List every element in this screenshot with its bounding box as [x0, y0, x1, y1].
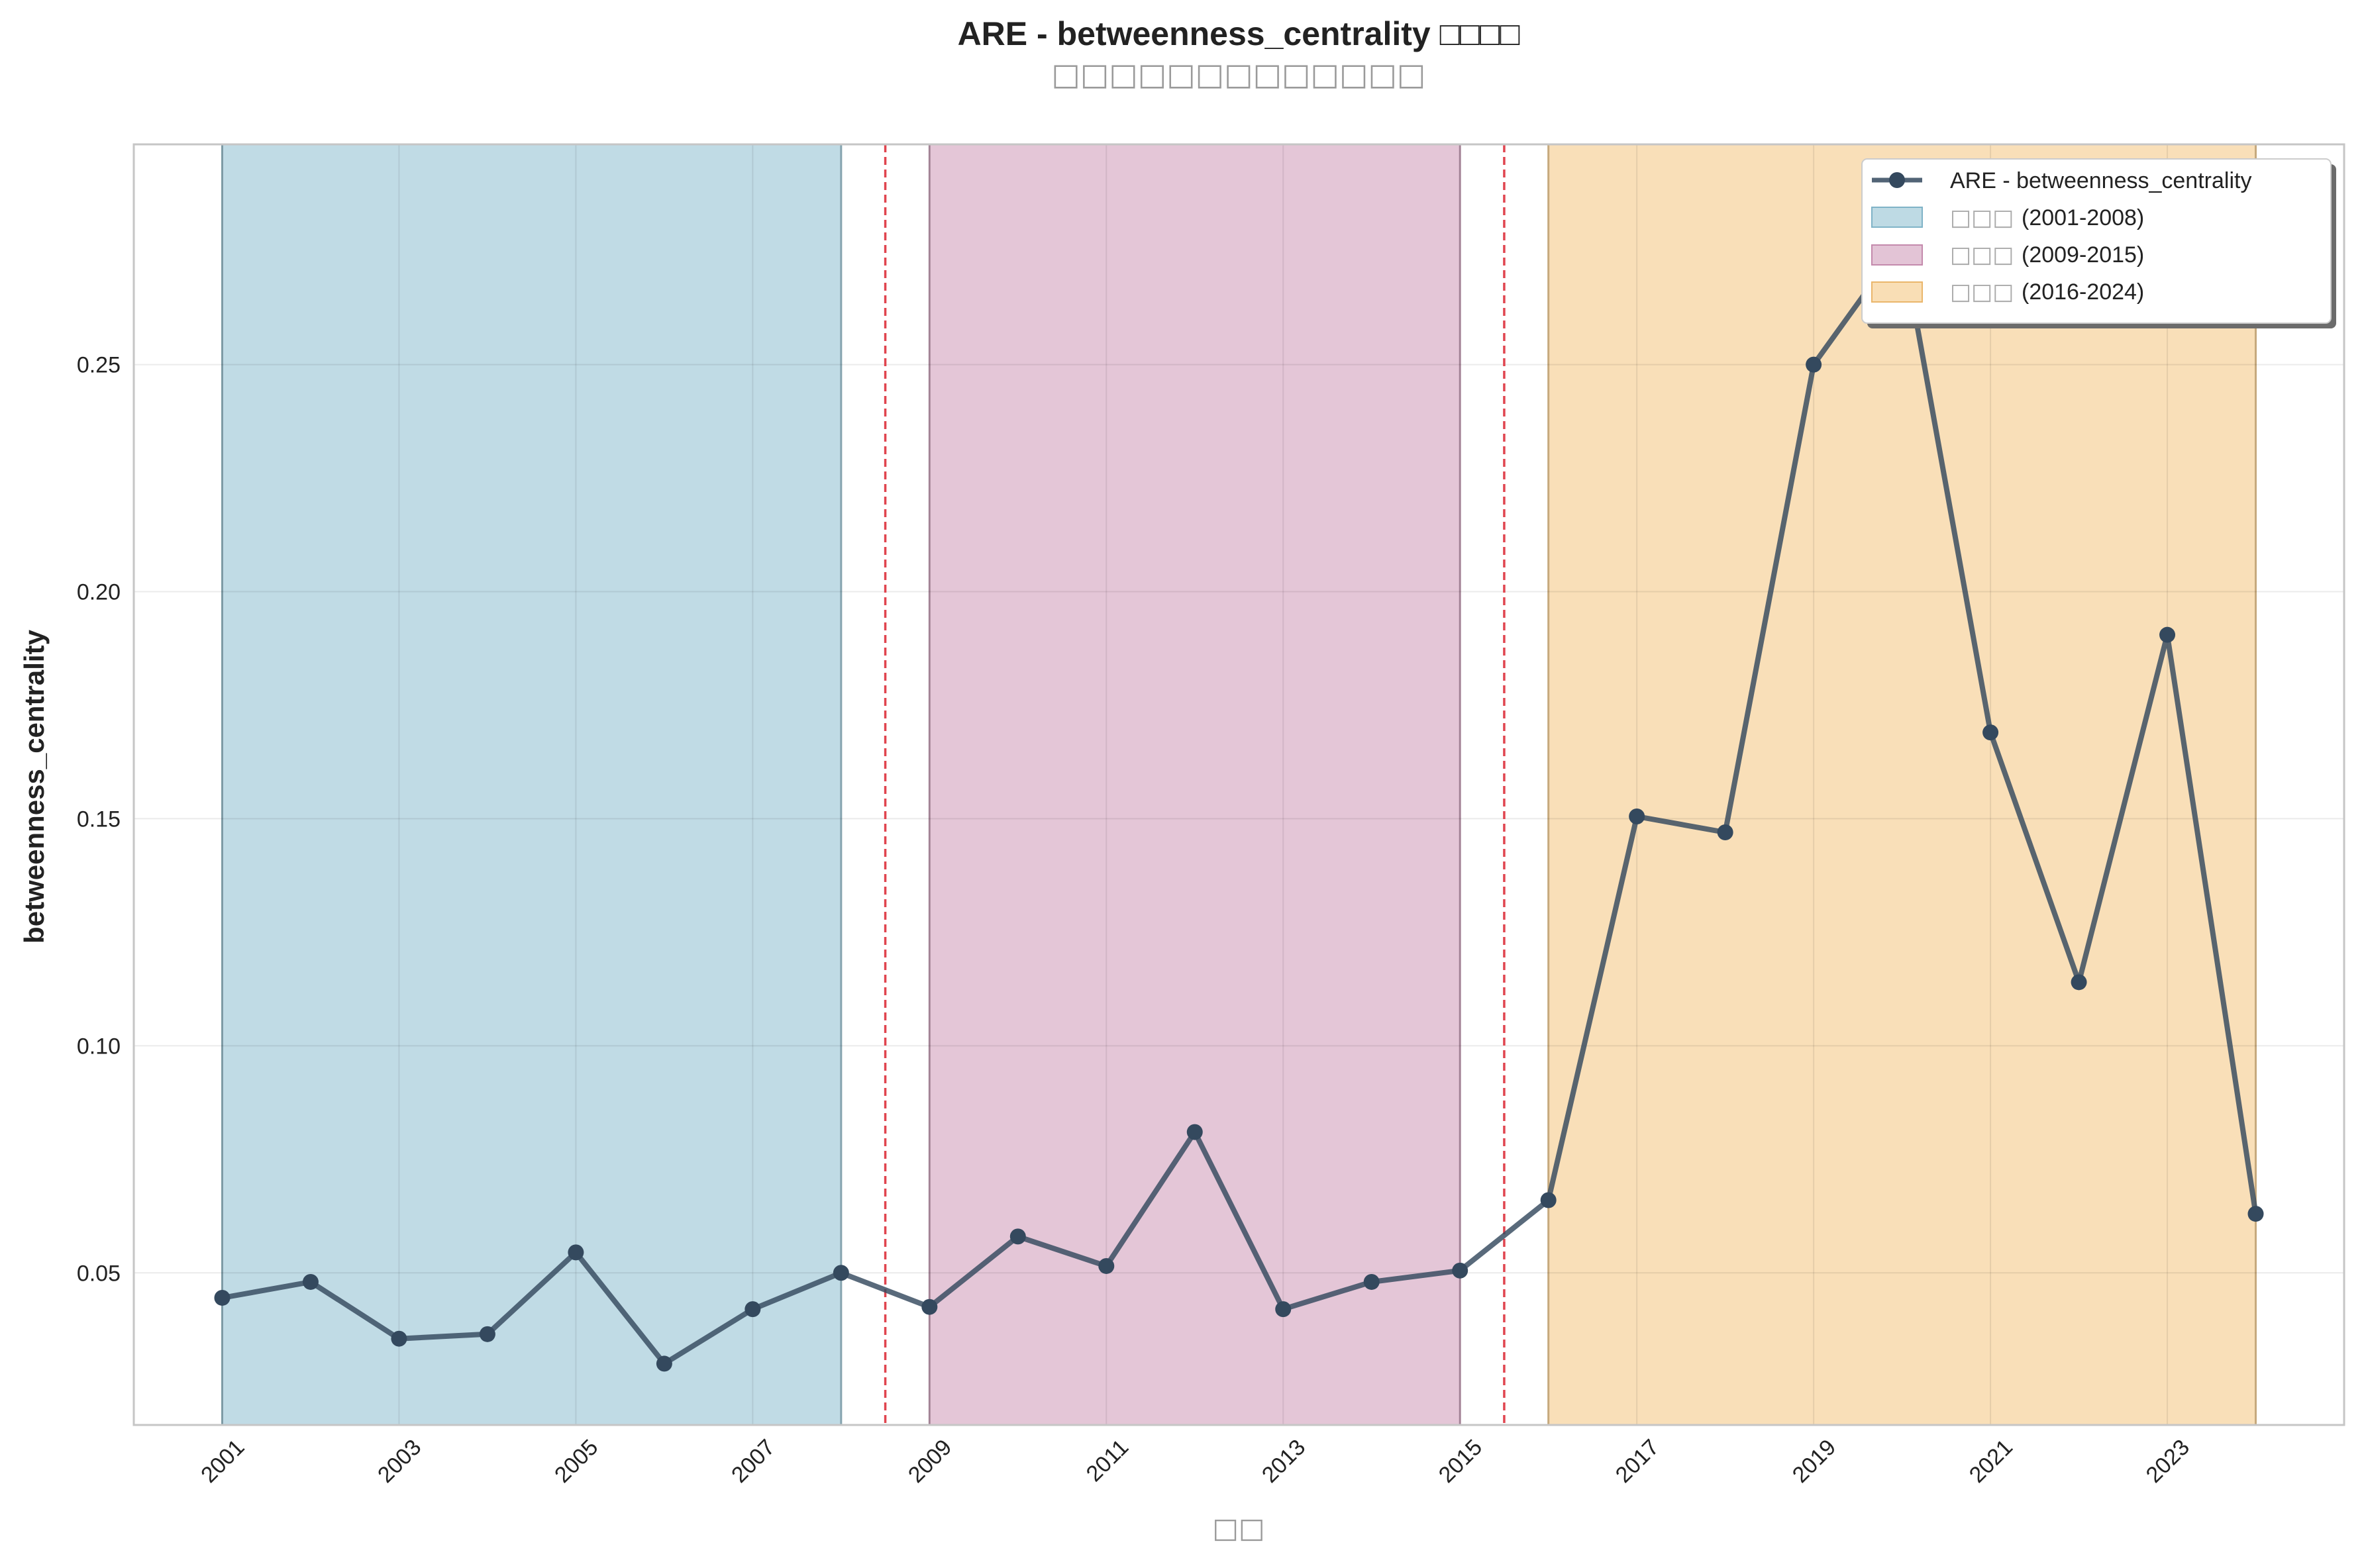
x-tick-label-2009: 2009	[903, 1435, 956, 1488]
data-point-2001	[214, 1289, 231, 1306]
grid	[134, 144, 2344, 1425]
data-point-2016	[1540, 1192, 1557, 1208]
y-tick-label-4: 0.25	[77, 353, 121, 378]
plot-frame	[132, 143, 2345, 1426]
x-tick-label-2007: 2007	[727, 1435, 780, 1488]
data-point-2014	[1363, 1273, 1380, 1290]
period-band-3	[1548, 144, 2256, 1425]
data-point-2010	[1009, 1228, 1026, 1245]
legend-label-period-3-prefix: □□□	[1950, 279, 2014, 305]
x-tick-label-2003: 2003	[373, 1435, 426, 1488]
y-tick-labels: 0.05 0.10 0.15 0.20 0.25	[77, 353, 121, 1287]
chart-subtitle: □□□□□□□□□□□□□	[1051, 56, 1425, 92]
legend-label-series: ARE - betweenness_centrality	[1950, 168, 2251, 193]
data-point-2004	[479, 1326, 495, 1342]
x-tick-label-2015: 2015	[1434, 1435, 1487, 1488]
chart-title: ARE - betweenness_centrality □□□□	[958, 15, 1521, 52]
x-axis-label: □□	[1212, 1512, 1264, 1544]
legend-box	[1861, 158, 2332, 324]
x-tick-label-2021: 2021	[1965, 1435, 2018, 1488]
data-point-2017	[1629, 808, 1645, 825]
y-axis-label: betweenness_centrality	[19, 629, 50, 944]
data-point-2013	[1275, 1301, 1292, 1318]
data-point-2002	[302, 1273, 319, 1290]
period-bands	[221, 144, 2257, 1425]
legend-label-period-2-prefix: □□□	[1950, 242, 2014, 268]
x-tick-label-2019: 2019	[1788, 1435, 1841, 1488]
legend-label-period-3-range: (2016-2024)	[2022, 279, 2144, 305]
data-point-2018	[1717, 824, 1733, 841]
data-point-2024	[2247, 1206, 2264, 1222]
legend-label-period-1-range: (2001-2008)	[2022, 205, 2144, 230]
data-point-2006	[656, 1355, 672, 1372]
data-point-2019	[1806, 356, 1822, 373]
x-tick-labels: 2001 2003 2005 2007 2009 2011 2013 2015 2017 2019…	[196, 1435, 2194, 1488]
data-point-2021	[1982, 724, 1999, 741]
legend-marker-swatch	[1889, 172, 1905, 188]
legend-label-period-2-range: (2009-2015)	[2022, 242, 2144, 268]
y-tick-label-2: 0.15	[77, 807, 121, 832]
y-tick-label-1: 0.10	[77, 1034, 121, 1059]
x-tick-label-2017: 2017	[1611, 1435, 1664, 1488]
data-point-2009	[921, 1298, 938, 1315]
data-point-2015	[1452, 1262, 1468, 1279]
data-point-2012	[1186, 1124, 1203, 1140]
legend: ARE - betweenness_centrality □□□ (2001-2…	[1861, 158, 2336, 328]
y-tick-label-3: 0.20	[77, 580, 121, 605]
data-point-2022	[2071, 974, 2087, 991]
legend-label-period-1-prefix: □□□	[1950, 205, 2014, 231]
y-tick-label-0: 0.05	[77, 1261, 121, 1286]
x-tick-label-2011: 2011	[1082, 1435, 1134, 1487]
period-band-1	[222, 144, 841, 1425]
series-points	[214, 234, 2264, 1372]
x-tick-label-2001: 2001	[196, 1435, 249, 1488]
x-tick-label-2005: 2005	[550, 1435, 603, 1488]
legend-swatch-period-1	[1871, 207, 1923, 228]
data-point-2003	[391, 1330, 407, 1347]
data-point-2005	[568, 1244, 584, 1261]
data-point-2008	[833, 1265, 849, 1281]
data-point-2007	[745, 1301, 761, 1318]
legend-swatch-period-3	[1871, 281, 1923, 303]
x-tick-label-2013: 2013	[1257, 1435, 1310, 1488]
data-point-2023	[2159, 626, 2176, 643]
period-band-2	[929, 144, 1461, 1425]
x-tick-label-2023: 2023	[2141, 1435, 2194, 1488]
legend-swatch-period-2	[1871, 244, 1923, 266]
data-point-2011	[1098, 1257, 1115, 1274]
